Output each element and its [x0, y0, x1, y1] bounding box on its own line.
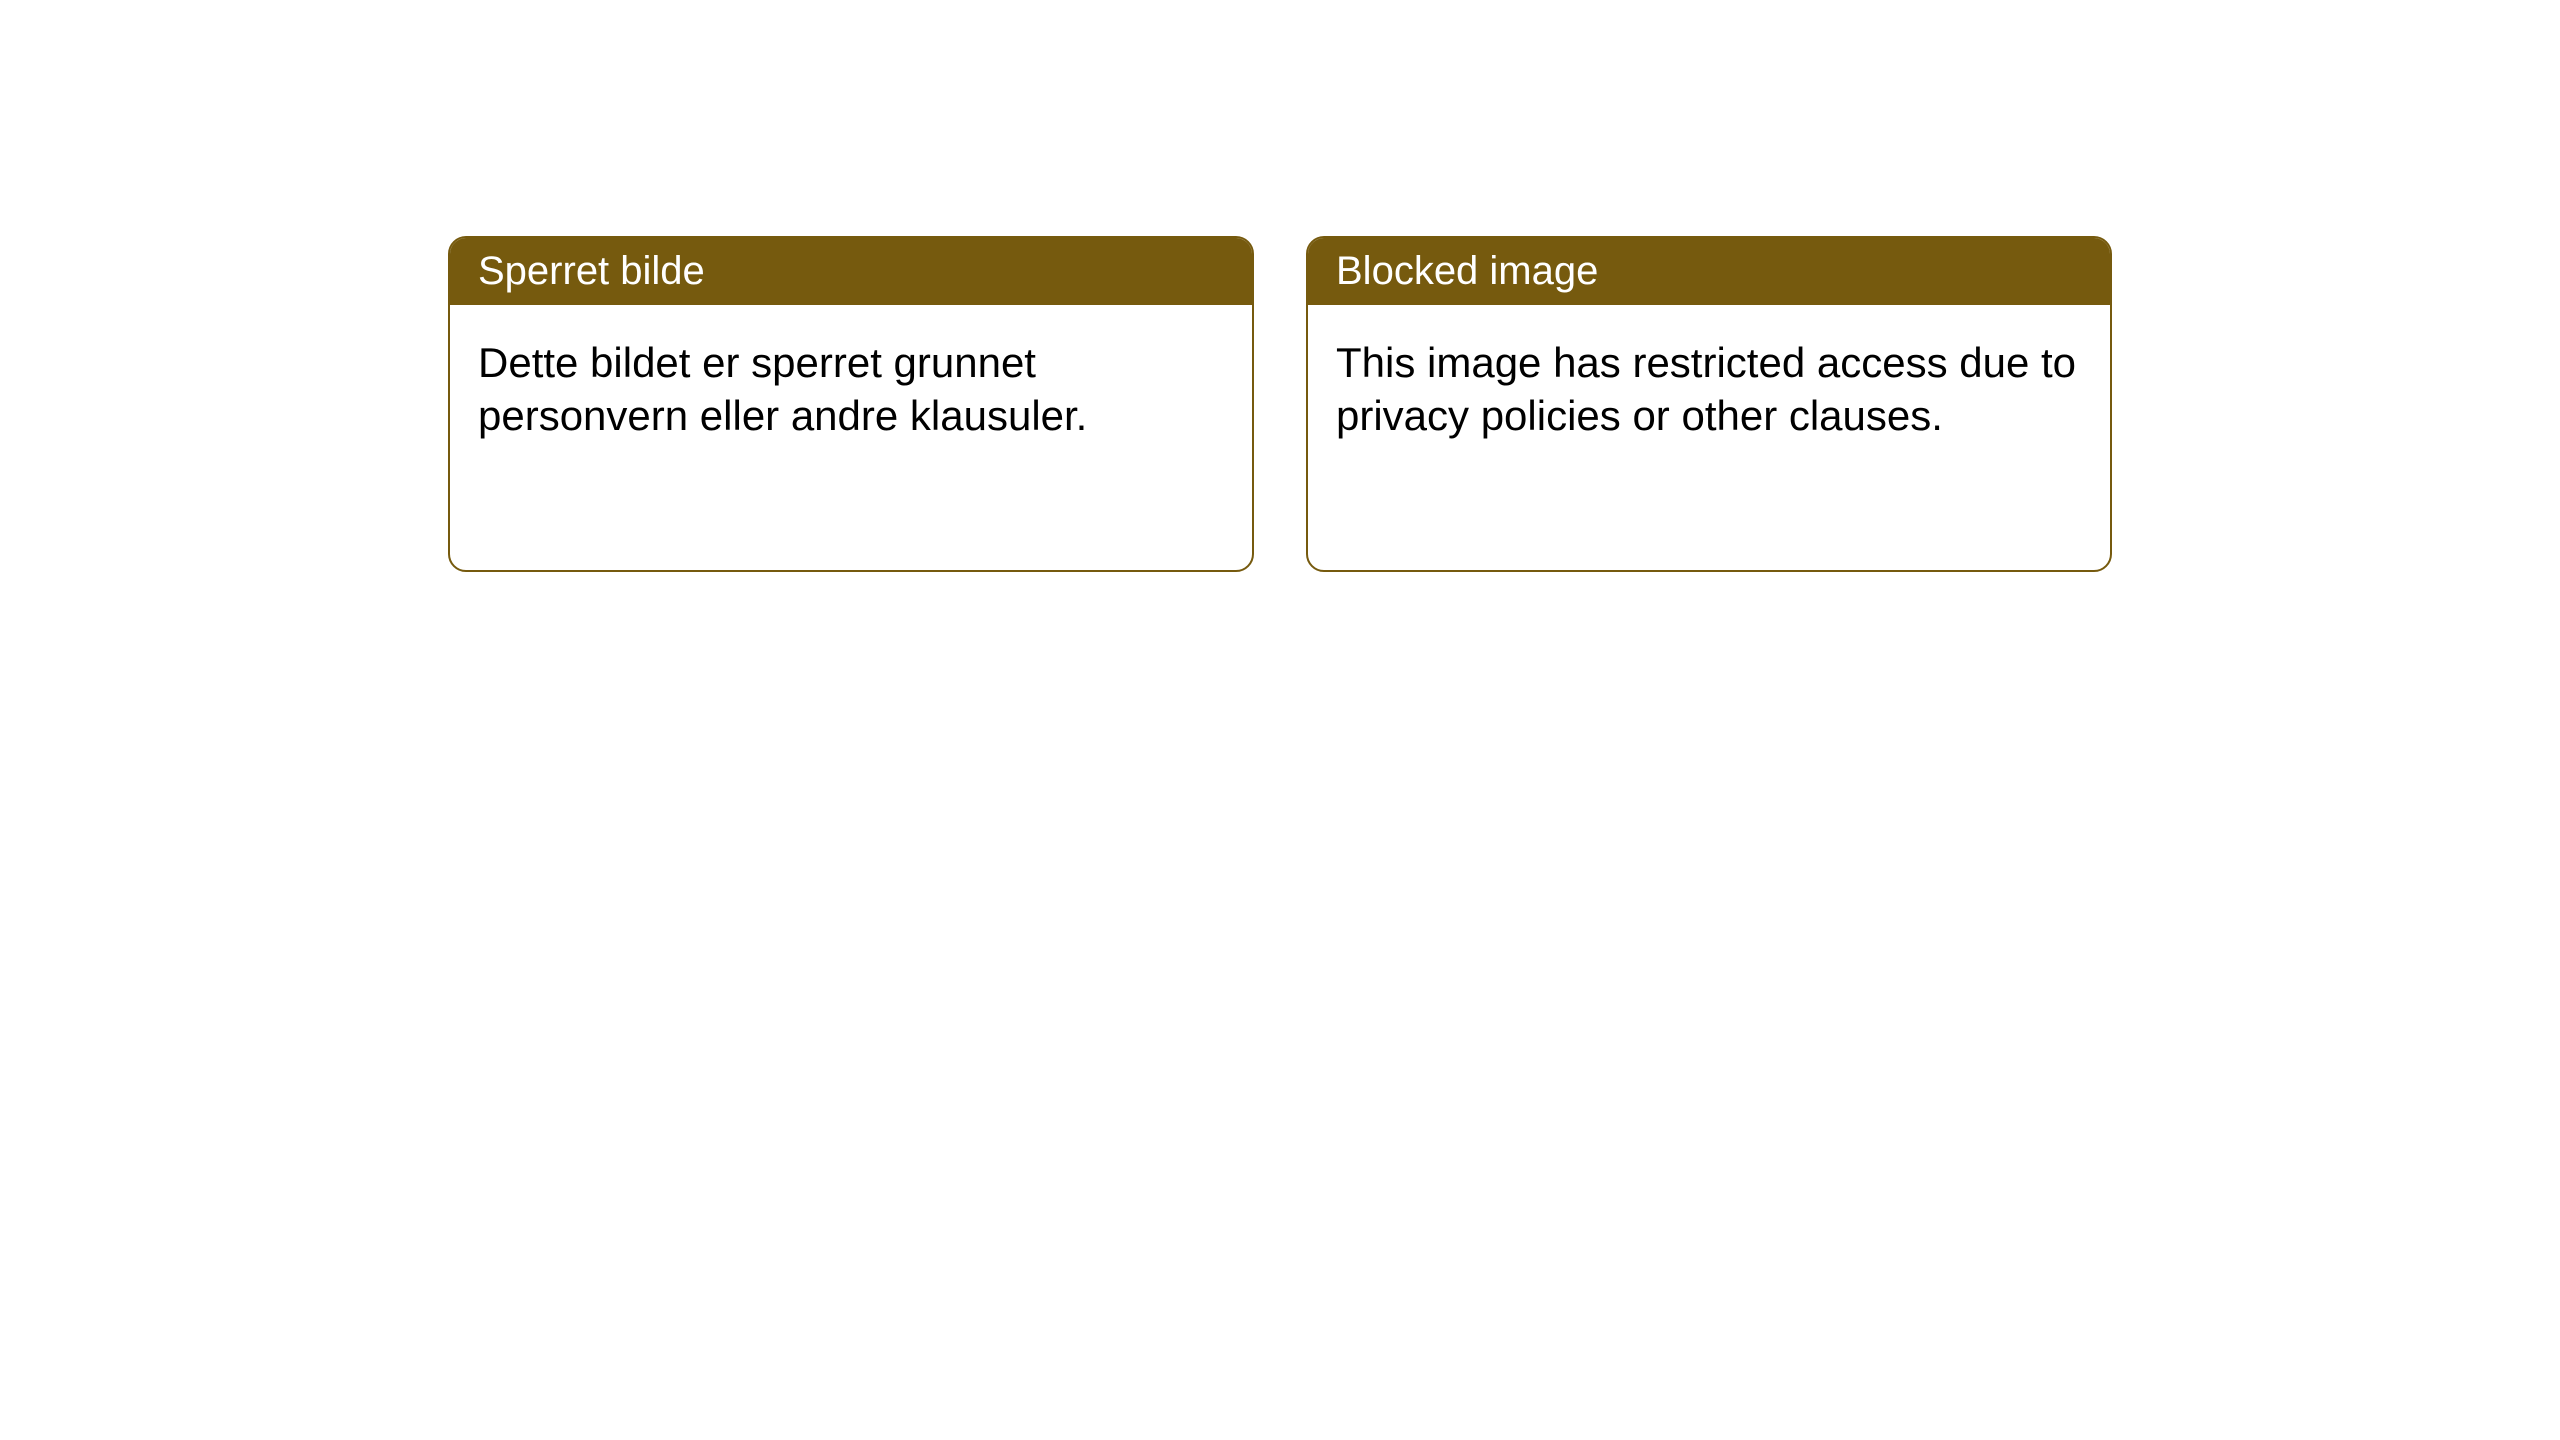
notice-box-english: Blocked image This image has restricted … [1306, 236, 2112, 572]
notice-body-english: This image has restricted access due to … [1308, 305, 2110, 474]
notice-title-norwegian: Sperret bilde [450, 238, 1252, 305]
notice-title-english: Blocked image [1308, 238, 2110, 305]
notice-container: Sperret bilde Dette bildet er sperret gr… [448, 236, 2112, 572]
notice-box-norwegian: Sperret bilde Dette bildet er sperret gr… [448, 236, 1254, 572]
notice-body-norwegian: Dette bildet er sperret grunnet personve… [450, 305, 1252, 474]
